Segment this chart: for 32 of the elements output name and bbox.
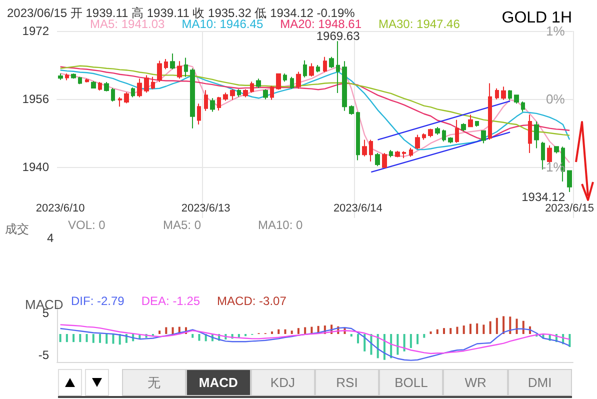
y2-tick-label: 1% <box>546 24 566 38</box>
text: MACD <box>186 369 251 396</box>
text: 成交 <box>5 222 29 236</box>
text: WR <box>443 369 508 396</box>
y2-tick-label: 0% <box>546 92 566 106</box>
annotation: 1969.63 <box>316 29 360 44</box>
text: BOLL <box>379 369 444 396</box>
annotation: MA5: 0 <box>163 218 202 232</box>
annotation: VOL: 0 <box>68 218 106 232</box>
x-tick-label: 2023/6/13 <box>181 202 230 214</box>
x-tick-label: 2023/6/14 <box>333 202 382 214</box>
text: MA20: 1948.61 <box>280 17 362 31</box>
chart-subtitle: 2023/06/15 开 1939.11 高 1939.11 收 1935.32 低 1934.12 -0.19% <box>7 6 356 20</box>
chart-title: GOLD 1H <box>502 10 572 26</box>
x-tick-label: 2023/6/10 <box>36 202 85 214</box>
series-label: DEA: -1.25 <box>141 294 200 308</box>
text: DMI <box>508 369 572 396</box>
y-tick-label: 1940 <box>22 160 50 174</box>
y-tick-label: 1956 <box>22 92 50 106</box>
text: KDJ <box>250 369 315 396</box>
series-label: MACD: -3.07 <box>217 294 287 308</box>
annotation: 1934.12 <box>522 190 566 204</box>
text: RSI <box>314 369 380 396</box>
y-tick-label: 1972 <box>22 24 50 38</box>
y-tick-label: -5 <box>38 348 50 362</box>
text: 4 <box>47 231 54 245</box>
annotation: MA10: 0 <box>258 218 304 232</box>
x-tick-label: 2023/6/15 <box>545 202 594 214</box>
text: MA30: 1947.46 <box>378 17 460 31</box>
text: 无 <box>122 369 186 396</box>
series-label: DIF: -2.79 <box>71 294 125 308</box>
text: MA5: 1941.03 <box>90 17 166 31</box>
